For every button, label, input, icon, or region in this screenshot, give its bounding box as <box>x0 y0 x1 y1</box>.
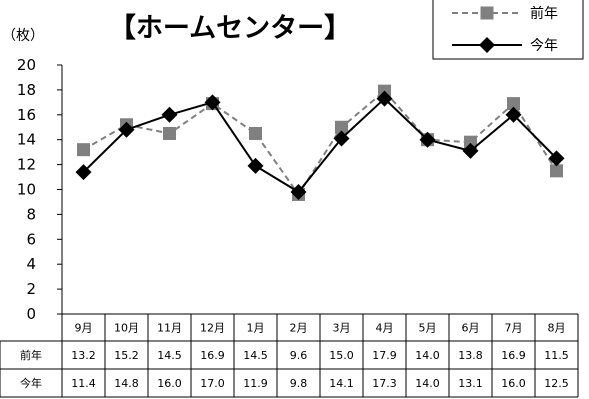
y-tick-label: 6 <box>26 230 36 248</box>
x-tick-label: 2月 <box>290 322 308 335</box>
data-label: 13.2 <box>71 349 96 362</box>
data-label: 14.8 <box>114 377 139 390</box>
x-tick-label: 11月 <box>157 322 182 335</box>
x-tick-label: 5月 <box>419 322 437 335</box>
table-row-header: 前年 <box>20 348 42 362</box>
data-label: 17.0 <box>200 377 225 390</box>
data-label: 15.2 <box>114 349 139 362</box>
y-tick-label: 0 <box>26 305 36 323</box>
legend-label: 今年 <box>530 38 558 54</box>
legend-marker <box>479 37 495 53</box>
chart-title: 【ホームセンター】 <box>109 13 351 44</box>
y-tick-label: 20 <box>17 56 36 74</box>
data-label: 11.9 <box>243 377 268 390</box>
data-point <box>118 121 135 138</box>
series-line <box>82 90 558 196</box>
data-point <box>77 143 90 157</box>
y-unit-label: （枚） <box>2 28 44 44</box>
data-point <box>290 183 307 200</box>
x-tick-label: 10月 <box>114 322 139 335</box>
data-point <box>550 164 563 178</box>
data-label: 16.9 <box>501 349 526 362</box>
legend-label: 前年 <box>530 5 558 22</box>
y-tick-label: 18 <box>17 81 36 99</box>
y-tick-label: 14 <box>17 131 36 149</box>
y-tick-label: 16 <box>17 106 36 124</box>
series-line <box>82 97 558 193</box>
data-point <box>507 97 520 111</box>
data-label: 12.5 <box>544 377 569 390</box>
x-tick-label: 12月 <box>200 322 225 335</box>
data-label: 15.0 <box>329 349 354 362</box>
data-label: 14.5 <box>157 349 182 362</box>
x-tick-label: 8月 <box>548 322 566 335</box>
y-tick-label: 2 <box>26 280 36 298</box>
series-previous-year <box>77 84 563 201</box>
data-label: 9.8 <box>290 377 308 390</box>
data-label: 14.5 <box>243 349 268 362</box>
data-point <box>333 130 350 147</box>
data-point <box>548 150 565 167</box>
legend-box <box>432 0 584 60</box>
table-row-header: 今年 <box>20 376 42 390</box>
legend-marker <box>480 6 494 20</box>
x-tick-label: 7月 <box>505 322 523 335</box>
data-label: 17.3 <box>372 377 397 390</box>
data-label: 16.0 <box>501 377 526 390</box>
data-label: 17.9 <box>372 349 397 362</box>
y-ticks: 0 2 4 6 8 10 12 14 16 18 20 <box>17 56 62 323</box>
axes <box>61 65 578 315</box>
y-tick-label: 12 <box>17 156 36 174</box>
y-tick-label: 8 <box>26 205 36 223</box>
data-point <box>75 164 92 181</box>
data-point <box>376 90 393 107</box>
data-point <box>161 106 178 123</box>
y-tick-label: 4 <box>26 255 36 273</box>
data-label: 14.0 <box>415 349 440 362</box>
data-label: 14.1 <box>329 377 354 390</box>
data-label: 13.1 <box>458 377 483 390</box>
data-point <box>204 94 221 111</box>
data-point <box>335 120 348 134</box>
x-tick-label: 6月 <box>462 322 480 335</box>
data-point <box>462 142 479 159</box>
data-label: 13.8 <box>458 349 483 362</box>
series-this-year <box>75 90 565 200</box>
data-label: 11.5 <box>544 349 569 362</box>
x-tick-label: 9月 <box>75 322 93 335</box>
data-point <box>464 135 477 149</box>
x-tick-label: 3月 <box>333 322 351 335</box>
x-tick-label: 4月 <box>376 322 394 335</box>
data-point <box>247 157 264 174</box>
data-point <box>249 126 262 140</box>
x-tick-label: 1月 <box>247 322 265 335</box>
y-tick-label: 10 <box>17 181 36 199</box>
data-label: 16.0 <box>157 377 182 390</box>
series-layer <box>75 84 565 201</box>
data-label: 9.6 <box>290 349 308 362</box>
data-point <box>505 106 522 123</box>
data-label: 14.0 <box>415 377 440 390</box>
data-point <box>419 131 436 148</box>
data-label: 11.4 <box>71 377 96 390</box>
data-point <box>163 126 176 140</box>
data-label: 16.9 <box>200 349 225 362</box>
